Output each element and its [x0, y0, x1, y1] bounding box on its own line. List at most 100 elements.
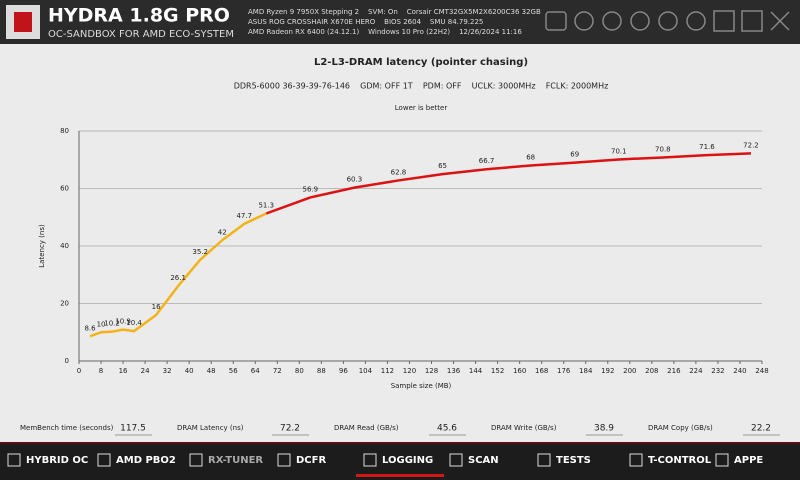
x-tick-label: 144: [469, 367, 483, 375]
app-subtitle: OC-SANDBOX FOR AMD ECO-SYSTEM: [48, 29, 234, 40]
nav: HYBRID OC AMD PBO2 RX-TUNER DCFR LOGGING SCAN…: [7, 453, 763, 477]
nav-icon: [629, 453, 643, 467]
x-tick-label: 8: [99, 367, 103, 375]
stat-label: DRAM Copy (GB/s): [648, 424, 713, 432]
data-label: 47.7: [236, 212, 252, 220]
web-button[interactable]: [630, 11, 650, 31]
nav-item[interactable]: HYBRID OC: [26, 455, 88, 466]
nav-active: [356, 474, 444, 477]
data-label: 10.2: [104, 320, 120, 328]
nav-item[interactable]: SCAN: [468, 455, 499, 466]
x-tick-label: 224: [689, 367, 703, 375]
x-tick-label: 0: [77, 367, 81, 375]
x-tick-label: 16: [119, 367, 128, 375]
nav-item[interactable]: DCFR: [296, 455, 326, 466]
close-button[interactable]: [770, 11, 790, 31]
screenshot-button[interactable]: [545, 11, 567, 31]
x-tick-label: 80: [295, 367, 304, 375]
series-line: [310, 152, 752, 199]
data-label: 10.9: [115, 318, 131, 326]
data-label: 69: [570, 151, 579, 159]
y-axis-label: Latency (ns): [38, 224, 46, 268]
info-line: AMD Ryzen 9 7950X Stepping 2 SVM: On Cor…: [248, 8, 541, 16]
stat-label: DRAM Write (GB/s): [491, 424, 557, 432]
data-label: 72.2: [743, 141, 759, 149]
minimize-button[interactable]: [713, 10, 735, 32]
x-tick-label: 192: [601, 367, 614, 375]
data-label: 65: [438, 162, 447, 170]
resize-button[interactable]: [741, 10, 763, 32]
y-tick-label: 0: [65, 357, 69, 365]
nav-item[interactable]: T-CONTROL: [648, 455, 712, 466]
nav-icon: [363, 453, 377, 467]
y-tick-label: 40: [60, 242, 69, 250]
chart: L2-L3-DRAM latency (pointer chasing) DDR…: [38, 57, 769, 390]
data-label: 8.6: [84, 324, 96, 332]
stat-label: DRAM Read (GB/s): [334, 424, 399, 432]
x-tick-label: 72: [273, 367, 282, 375]
nav-item[interactable]: LOGGING: [382, 455, 433, 466]
nav-icon: [97, 453, 111, 467]
stats-row: MemBench time (seconds) 117.5 DRAM Latency…: [20, 424, 780, 436]
x-tick-label: 128: [425, 367, 438, 375]
data-label: 10.4: [126, 319, 142, 327]
stat-value: 45.6: [437, 424, 457, 434]
nav-item[interactable]: AMD PBO2: [116, 455, 176, 466]
series-connector: [265, 196, 311, 215]
data-label: 70.8: [655, 145, 671, 153]
nav-icon: [189, 453, 203, 467]
nav-item[interactable]: RX-TUNER: [208, 455, 263, 466]
donate-button[interactable]: [658, 11, 678, 31]
logo-mark: [14, 12, 32, 32]
data-label: 62.8: [391, 168, 407, 176]
x-tick-label: 32: [163, 367, 172, 375]
x-tick-label: 248: [755, 367, 768, 375]
nav-icon: [449, 453, 463, 467]
chart-note: Lower is better: [395, 104, 448, 112]
data-label: 10: [97, 320, 106, 328]
chart-title: L2-L3-DRAM latency (pointer chasing): [314, 57, 528, 68]
refresh-button[interactable]: [602, 11, 622, 31]
stat-value: 117.5: [120, 424, 146, 434]
data-label: 70.1: [611, 147, 627, 155]
nav-item[interactable]: APPE: [734, 455, 763, 466]
x-tick-label: 216: [667, 367, 681, 375]
stat-value: 38.9: [594, 424, 614, 434]
data-label: 16: [152, 303, 161, 311]
x-tick-label: 176: [557, 367, 571, 375]
x-axis-label: Sample size (MB): [391, 382, 452, 390]
stat-label: MemBench time (seconds): [20, 424, 114, 432]
x-tick-label: 120: [403, 367, 416, 375]
nav-icon: [537, 453, 551, 467]
data-label: 60.3: [347, 176, 363, 184]
stat-value: 22.2: [751, 424, 771, 434]
x-tick-label: 184: [579, 367, 593, 375]
x-tick-label: 96: [339, 367, 348, 375]
x-tick-label: 240: [733, 367, 746, 375]
data-label: 66.7: [479, 157, 495, 165]
x-tick-label: 40: [185, 367, 194, 375]
data-label: 42: [218, 228, 227, 236]
x-tick-label: 112: [381, 367, 394, 375]
x-tick-label: 88: [317, 367, 326, 375]
x-tick-label: 56: [229, 367, 238, 375]
nav-icon: [277, 453, 291, 467]
nav-item[interactable]: TESTS: [556, 455, 591, 466]
info-line: AMD Radeon RX 6400 (24.12.1) Windows 10 …: [248, 28, 522, 36]
x-tick-label: 136: [447, 367, 461, 375]
x-tick-label: 168: [535, 367, 548, 375]
x-tick-label: 232: [711, 367, 724, 375]
x-tick-label: 208: [645, 367, 658, 375]
x-tick-label: 200: [623, 367, 636, 375]
x-tick-label: 160: [513, 367, 526, 375]
info-line: ASUS ROG CROSSHAIR X670E HERO BIOS 2604 …: [248, 18, 483, 26]
data-label: 68: [526, 154, 535, 162]
y-tick-label: 20: [60, 300, 69, 308]
settings-button[interactable]: [574, 11, 594, 31]
toolbar: [545, 10, 790, 32]
info-button[interactable]: [686, 11, 706, 31]
chart-subtitle: DDR5-6000 36-39-39-76-146 GDM: OFF 1T PD…: [234, 82, 609, 91]
app-title: HYDRA 1.8G PRO: [48, 5, 230, 27]
